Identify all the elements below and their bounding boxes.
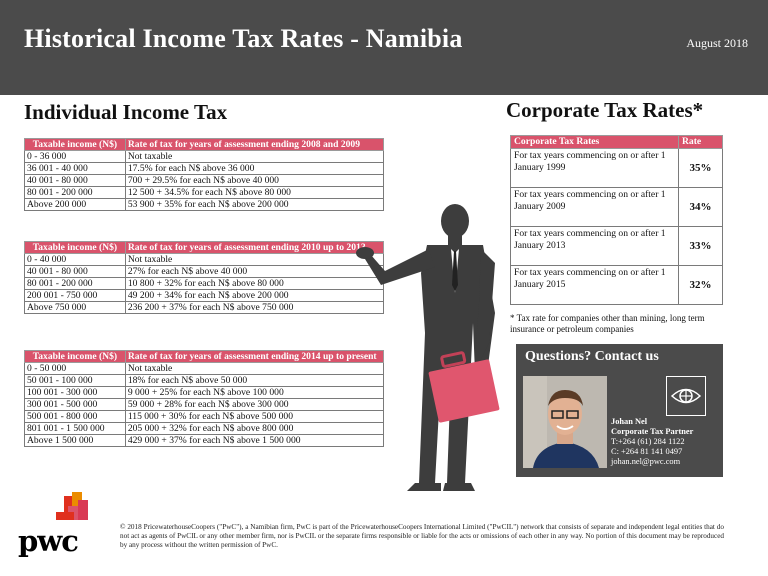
tax-rate-cell: 49 200 + 34% for each N$ above 200 000 bbox=[124, 289, 385, 302]
contact-panel: Questions? Contact us Johan Nel Corporat… bbox=[516, 344, 723, 477]
table-row: 80 001 - 200 000 12 500 + 34.5% for each … bbox=[24, 186, 385, 199]
income-bracket-cell: 200 001 - 750 000 bbox=[24, 289, 126, 302]
corporate-rate-cell: 32% bbox=[678, 265, 723, 305]
income-bracket-cell: 0 - 40 000 bbox=[24, 253, 126, 266]
briefcase-icon bbox=[428, 351, 500, 423]
tax-rate-cell: Not taxable bbox=[124, 362, 385, 375]
contact-mobile: C: +264 81 141 0497 bbox=[611, 447, 683, 456]
contact-name: Johan Nel bbox=[611, 417, 648, 426]
income-bracket-cell: 36 001 - 40 000 bbox=[24, 162, 126, 175]
table-row: 801 001 - 1 500 000 205 000 + 32% for eac… bbox=[24, 422, 385, 435]
corporate-rate-cell: 35% bbox=[678, 148, 723, 188]
businessman-illustration bbox=[356, 204, 500, 491]
contact-heading: Questions? Contact us bbox=[525, 349, 659, 364]
tax-rate-cell: Not taxable bbox=[124, 253, 385, 266]
table-row: 40 001 - 80 000 700 + 29.5% for each N$ a… bbox=[24, 174, 385, 187]
income-bracket-cell: Above 1 500 000 bbox=[24, 434, 126, 447]
corporate-rates-header: Corporate Tax Rates bbox=[510, 135, 679, 149]
table-row: 500 001 - 800 000 115 000 + 30% for each … bbox=[24, 410, 385, 423]
table-row: 0 - 36 000 Not taxable bbox=[24, 150, 385, 163]
tax-rate-cell: 12 500 + 34.5% for each N$ above 80 000 bbox=[124, 186, 385, 199]
pwc-logo-icon bbox=[56, 492, 88, 520]
eye-logo-icon bbox=[666, 376, 706, 416]
tax-rate-cell: 236 200 + 37% for each N$ above 750 000 bbox=[124, 301, 385, 314]
income-bracket-cell: 50 001 - 100 000 bbox=[24, 374, 126, 387]
publication-date: August 2018 bbox=[686, 36, 748, 50]
income-bracket-cell: Above 200 000 bbox=[24, 198, 126, 211]
income-bracket-cell: 801 001 - 1 500 000 bbox=[24, 422, 126, 435]
corporate-period-cell: For tax years commencing on or after 1 J… bbox=[510, 265, 679, 305]
tax-rate-cell: 17.5% for each N$ above 36 000 bbox=[124, 162, 385, 175]
header-bar: Historical Income Tax Rates - Namibia Au… bbox=[0, 0, 768, 95]
contact-photo bbox=[523, 376, 607, 468]
table-row: 40 001 - 80 000 27% for each N$ above 40 … bbox=[24, 265, 385, 278]
tax-rate-cell: 59 000 + 28% for each N$ above 300 000 bbox=[124, 398, 385, 411]
tax-rate-cell: 53 900 + 35% for each N$ above 200 000 bbox=[124, 198, 385, 211]
table-row: 0 - 50 000 Not taxable bbox=[24, 362, 385, 375]
corporate-tax-heading: Corporate Tax Rates* bbox=[506, 98, 704, 122]
table-row: Above 200 000 53 900 + 35% for each N$ ab… bbox=[24, 198, 385, 211]
corporate-period-cell: For tax years commencing on or after 1 J… bbox=[510, 148, 679, 188]
taxable-income-header: Taxable income (N$) bbox=[24, 241, 126, 254]
contact-phone: T:+264 (61) 284 1122 bbox=[611, 437, 685, 446]
income-bracket-cell: 80 001 - 200 000 bbox=[24, 277, 126, 290]
taxable-income-header: Taxable income (N$) bbox=[24, 138, 126, 151]
tax-rate-cell: 10 800 + 32% for each N$ above 80 000 bbox=[124, 277, 385, 290]
income-bracket-cell: 0 - 36 000 bbox=[24, 150, 126, 163]
individual-tax-table-2010-2013: Taxable income (N$) Rate of tax for year… bbox=[24, 241, 385, 314]
page-title: Historical Income Tax Rates - Namibia bbox=[24, 24, 463, 53]
rate-header: Rate of tax for years of assessment endi… bbox=[124, 241, 385, 254]
tax-rate-cell: 429 000 + 37% for each N$ above 1 500 00… bbox=[124, 434, 385, 447]
tax-rate-cell: 18% for each N$ above 50 000 bbox=[124, 374, 385, 387]
table-row: 36 001 - 40 000 17.5% for each N$ above 3… bbox=[24, 162, 385, 175]
income-bracket-cell: 80 001 - 200 000 bbox=[24, 186, 126, 199]
corporate-footnote: * Tax rate for companies other than mini… bbox=[510, 313, 705, 334]
table-row: For tax years commencing on or after 1 J… bbox=[510, 187, 723, 227]
corporate-period-cell: For tax years commencing on or after 1 J… bbox=[510, 226, 679, 266]
contact-email[interactable]: johan.nel@pwc.com bbox=[611, 457, 681, 466]
corporate-rate-cell: 34% bbox=[678, 187, 723, 227]
corporate-period-cell: For tax years commencing on or after 1 J… bbox=[510, 187, 679, 227]
table-row: Above 1 500 000 429 000 + 37% for each N$… bbox=[24, 434, 385, 447]
tax-rate-cell: 205 000 + 32% for each N$ above 800 000 bbox=[124, 422, 385, 435]
tax-rate-cell: 700 + 29.5% for each N$ above 40 000 bbox=[124, 174, 385, 187]
pwc-logo-text: pwc bbox=[18, 524, 79, 558]
tax-rate-cell: 9 000 + 25% for each N$ above 100 000 bbox=[124, 386, 385, 399]
income-bracket-cell: 500 001 - 800 000 bbox=[24, 410, 126, 423]
legal-disclaimer: © 2018 PricewaterhouseCoopers ("PwC"), a… bbox=[120, 523, 724, 549]
corporate-tax-table: Corporate Tax Rates Rate For tax years c… bbox=[510, 135, 723, 305]
table-row: 200 001 - 750 000 49 200 + 34% for each N… bbox=[24, 289, 385, 302]
rate-header: Rate of tax for years of assessment endi… bbox=[124, 350, 385, 363]
corporate-rate-cell: 33% bbox=[678, 226, 723, 266]
table-row: 100 001 - 300 000 9 000 + 25% for each N$… bbox=[24, 386, 385, 399]
table-row: For tax years commencing on or after 1 J… bbox=[510, 265, 723, 305]
income-bracket-cell: 40 001 - 80 000 bbox=[24, 265, 126, 278]
rate-header: Rate of tax for years of assessment endi… bbox=[124, 138, 385, 151]
income-bracket-cell: 100 001 - 300 000 bbox=[24, 386, 126, 399]
taxable-income-header: Taxable income (N$) bbox=[24, 350, 126, 363]
table-row: For tax years commencing on or after 1 J… bbox=[510, 148, 723, 188]
contact-details: Johan Nel Corporate Tax Partner T:+264 (… bbox=[611, 417, 693, 467]
tax-rate-cell: 115 000 + 30% for each N$ above 500 000 bbox=[124, 410, 385, 423]
income-bracket-cell: Above 750 000 bbox=[24, 301, 126, 314]
tax-rate-cell: Not taxable bbox=[124, 150, 385, 163]
income-bracket-cell: 300 001 - 500 000 bbox=[24, 398, 126, 411]
table-row: 300 001 - 500 000 59 000 + 28% for each N… bbox=[24, 398, 385, 411]
rate-column-header: Rate bbox=[678, 135, 723, 149]
table-row: 50 001 - 100 000 18% for each N$ above 50… bbox=[24, 374, 385, 387]
table-row: For tax years commencing on or after 1 J… bbox=[510, 226, 723, 266]
contact-role: Corporate Tax Partner bbox=[611, 427, 694, 436]
individual-tax-heading: Individual Income Tax bbox=[24, 100, 228, 124]
individual-tax-table-2008-2009: Taxable income (N$) Rate of tax for year… bbox=[24, 138, 385, 211]
individual-tax-table-2014-present: Taxable income (N$) Rate of tax for year… bbox=[24, 350, 385, 447]
table-row: 0 - 40 000 Not taxable bbox=[24, 253, 385, 266]
income-bracket-cell: 40 001 - 80 000 bbox=[24, 174, 126, 187]
table-row: Above 750 000 236 200 + 37% for each N$ a… bbox=[24, 301, 385, 314]
tax-rate-cell: 27% for each N$ above 40 000 bbox=[124, 265, 385, 278]
income-bracket-cell: 0 - 50 000 bbox=[24, 362, 126, 375]
table-row: 80 001 - 200 000 10 800 + 32% for each N$… bbox=[24, 277, 385, 290]
